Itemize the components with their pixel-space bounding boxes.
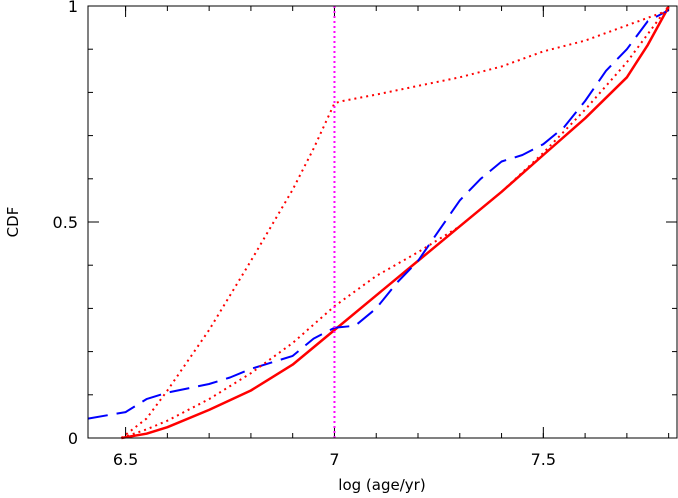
y-tick-label: 0 bbox=[68, 429, 78, 448]
y-tick-label: 0.5 bbox=[53, 213, 78, 232]
x-tick-label: 7 bbox=[329, 450, 339, 469]
plot-frame bbox=[87, 5, 678, 439]
axis-ticks bbox=[88, 5, 677, 439]
y-tick-label: 1 bbox=[68, 0, 78, 16]
series-0-solid-line bbox=[121, 6, 670, 440]
x-axis-label: log (age/yr) bbox=[338, 476, 425, 494]
series-layer bbox=[87, 5, 670, 440]
series-3-dotted-line bbox=[120, 9, 669, 439]
x-tick-label: 6.5 bbox=[113, 450, 138, 469]
x-tick-label: 7.5 bbox=[531, 450, 556, 469]
series-1-dashed-line bbox=[87, 9, 670, 420]
series-2-dotted-line bbox=[121, 5, 670, 439]
tick-labels: 6.5 7 7.5 0 0.5 1 bbox=[53, 0, 557, 469]
y-axis-label: CDF bbox=[4, 207, 22, 238]
